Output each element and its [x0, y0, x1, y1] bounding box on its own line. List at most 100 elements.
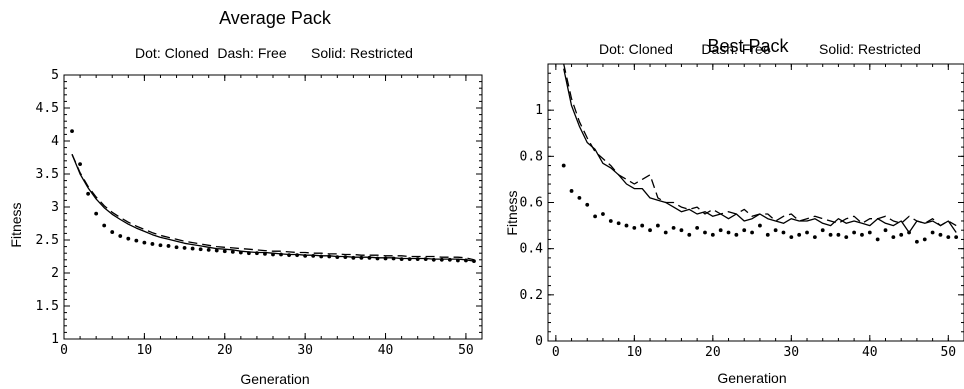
data-point-cloned — [891, 235, 896, 240]
data-point-cloned — [734, 232, 739, 237]
chart-best-pack: Best Pack Dot: Cloned Dash: Free Solid: … — [504, 36, 964, 386]
data-point-cloned — [78, 162, 82, 167]
data-point-cloned — [695, 225, 700, 230]
y-tick-label: 5 — [51, 68, 59, 83]
data-point-cloned — [142, 240, 147, 245]
data-point-cloned — [206, 248, 211, 252]
data-point-cloned — [812, 235, 817, 240]
data-point-cloned — [765, 232, 770, 237]
x-tick-label: 0 — [60, 343, 68, 358]
legend-dash: Dash: Free — [217, 45, 286, 61]
legend-solid: Solid: Restricted — [311, 45, 413, 61]
data-point-cloned — [750, 230, 754, 235]
y-axis-label: Fitness — [504, 190, 520, 235]
x-tick-label: 50 — [458, 343, 474, 358]
data-point-cloned — [703, 230, 707, 235]
y-tick-label: 3.5 — [36, 167, 59, 182]
data-point-cloned — [805, 230, 809, 235]
data-point-cloned — [679, 228, 684, 233]
data-point-cloned — [190, 246, 195, 251]
y-axis-label: Fitness — [8, 202, 24, 247]
data-point-cloned — [663, 230, 668, 235]
data-point-cloned — [844, 235, 849, 240]
data-point-cloned — [797, 232, 802, 237]
legend-dash: Dash: Free — [701, 41, 770, 57]
data-point-cloned — [820, 228, 825, 233]
data-point-cloned — [867, 230, 872, 235]
data-point-cloned — [222, 249, 227, 254]
series-layer — [561, 64, 959, 244]
data-point-cloned — [601, 212, 605, 216]
legend-solid: Solid: Restricted — [819, 41, 921, 57]
data-point-cloned — [94, 211, 99, 216]
chart-average-pack: Average Pack Dot: Cloned Dash: Free Soli… — [8, 8, 483, 387]
data-point-cloned — [86, 191, 91, 196]
data-point-cloned — [742, 228, 747, 233]
data-point-cloned — [899, 232, 904, 237]
x-tick-label: 30 — [783, 345, 799, 360]
x-tick-label: 10 — [627, 345, 643, 360]
data-point-cloned — [624, 223, 629, 228]
axis-ticks: 11.522.533.544.550 10 20 30 40 50 — [36, 68, 483, 358]
x-tick-label: 30 — [297, 343, 313, 358]
series-line-free — [563, 64, 957, 227]
data-point-cloned — [198, 247, 203, 252]
data-point-cloned — [158, 243, 163, 248]
x-tick-label: 20 — [705, 345, 721, 360]
data-point-cloned — [852, 230, 857, 235]
y-tick-label: 2.5 — [36, 233, 59, 248]
x-tick-label: 20 — [217, 343, 233, 358]
y-tick-label: 0.4 — [520, 242, 544, 257]
data-point-cloned — [593, 214, 597, 219]
data-point-cloned — [954, 235, 959, 240]
data-point-cloned — [648, 228, 652, 233]
series-line-free — [71, 153, 475, 261]
legend-dot: Dot: Cloned — [135, 45, 209, 61]
y-tick-label: 0.2 — [520, 288, 543, 303]
y-tick-label: 0.8 — [520, 149, 543, 164]
data-point-cloned — [126, 236, 131, 241]
plot-frame — [63, 74, 483, 340]
data-point-cloned — [883, 228, 888, 233]
data-point-cloned — [608, 219, 613, 223]
series-line-restricted — [563, 68, 957, 234]
x-axis-label: Generation — [717, 370, 786, 386]
data-point-cloned — [875, 237, 880, 242]
y-tick-label: 1 — [535, 103, 543, 118]
data-point-cloned — [569, 189, 574, 193]
data-point-cloned — [922, 237, 927, 242]
data-point-cloned — [102, 223, 107, 228]
data-point-cloned — [214, 248, 219, 253]
y-tick-label: 1.5 — [36, 299, 59, 314]
y-tick-label: 0 — [535, 334, 543, 349]
series-line-restricted — [71, 153, 475, 262]
chart-title: Average Pack — [219, 8, 332, 28]
data-point-cloned — [640, 223, 645, 228]
x-axis-label: Generation — [240, 371, 309, 387]
data-point-cloned — [938, 232, 943, 237]
data-point-cloned — [110, 230, 115, 234]
data-point-cloned — [577, 195, 582, 200]
data-point-cloned — [860, 232, 864, 237]
data-point-cloned — [836, 232, 841, 237]
data-point-cloned — [671, 225, 676, 230]
x-tick-label: 50 — [940, 345, 956, 360]
x-tick-label: 40 — [378, 343, 394, 358]
y-tick-label: 4 — [51, 134, 59, 149]
data-point-cloned — [70, 129, 74, 134]
axis-ticks: 00.20.40.60.810 10 20 30 40 50 — [520, 63, 964, 360]
data-point-cloned — [710, 232, 715, 237]
y-tick-label: 1 — [51, 332, 59, 347]
y-tick-label: 2 — [51, 266, 59, 281]
data-point-cloned — [930, 230, 935, 235]
data-point-cloned — [946, 235, 951, 240]
data-point-cloned — [118, 234, 123, 238]
data-point-cloned — [687, 232, 692, 237]
data-point-cloned — [150, 242, 155, 246]
data-point-cloned — [781, 230, 786, 235]
data-point-cloned — [174, 245, 179, 250]
plot-area — [561, 64, 959, 244]
x-tick-label: 10 — [137, 343, 153, 358]
data-point-cloned — [718, 228, 723, 233]
